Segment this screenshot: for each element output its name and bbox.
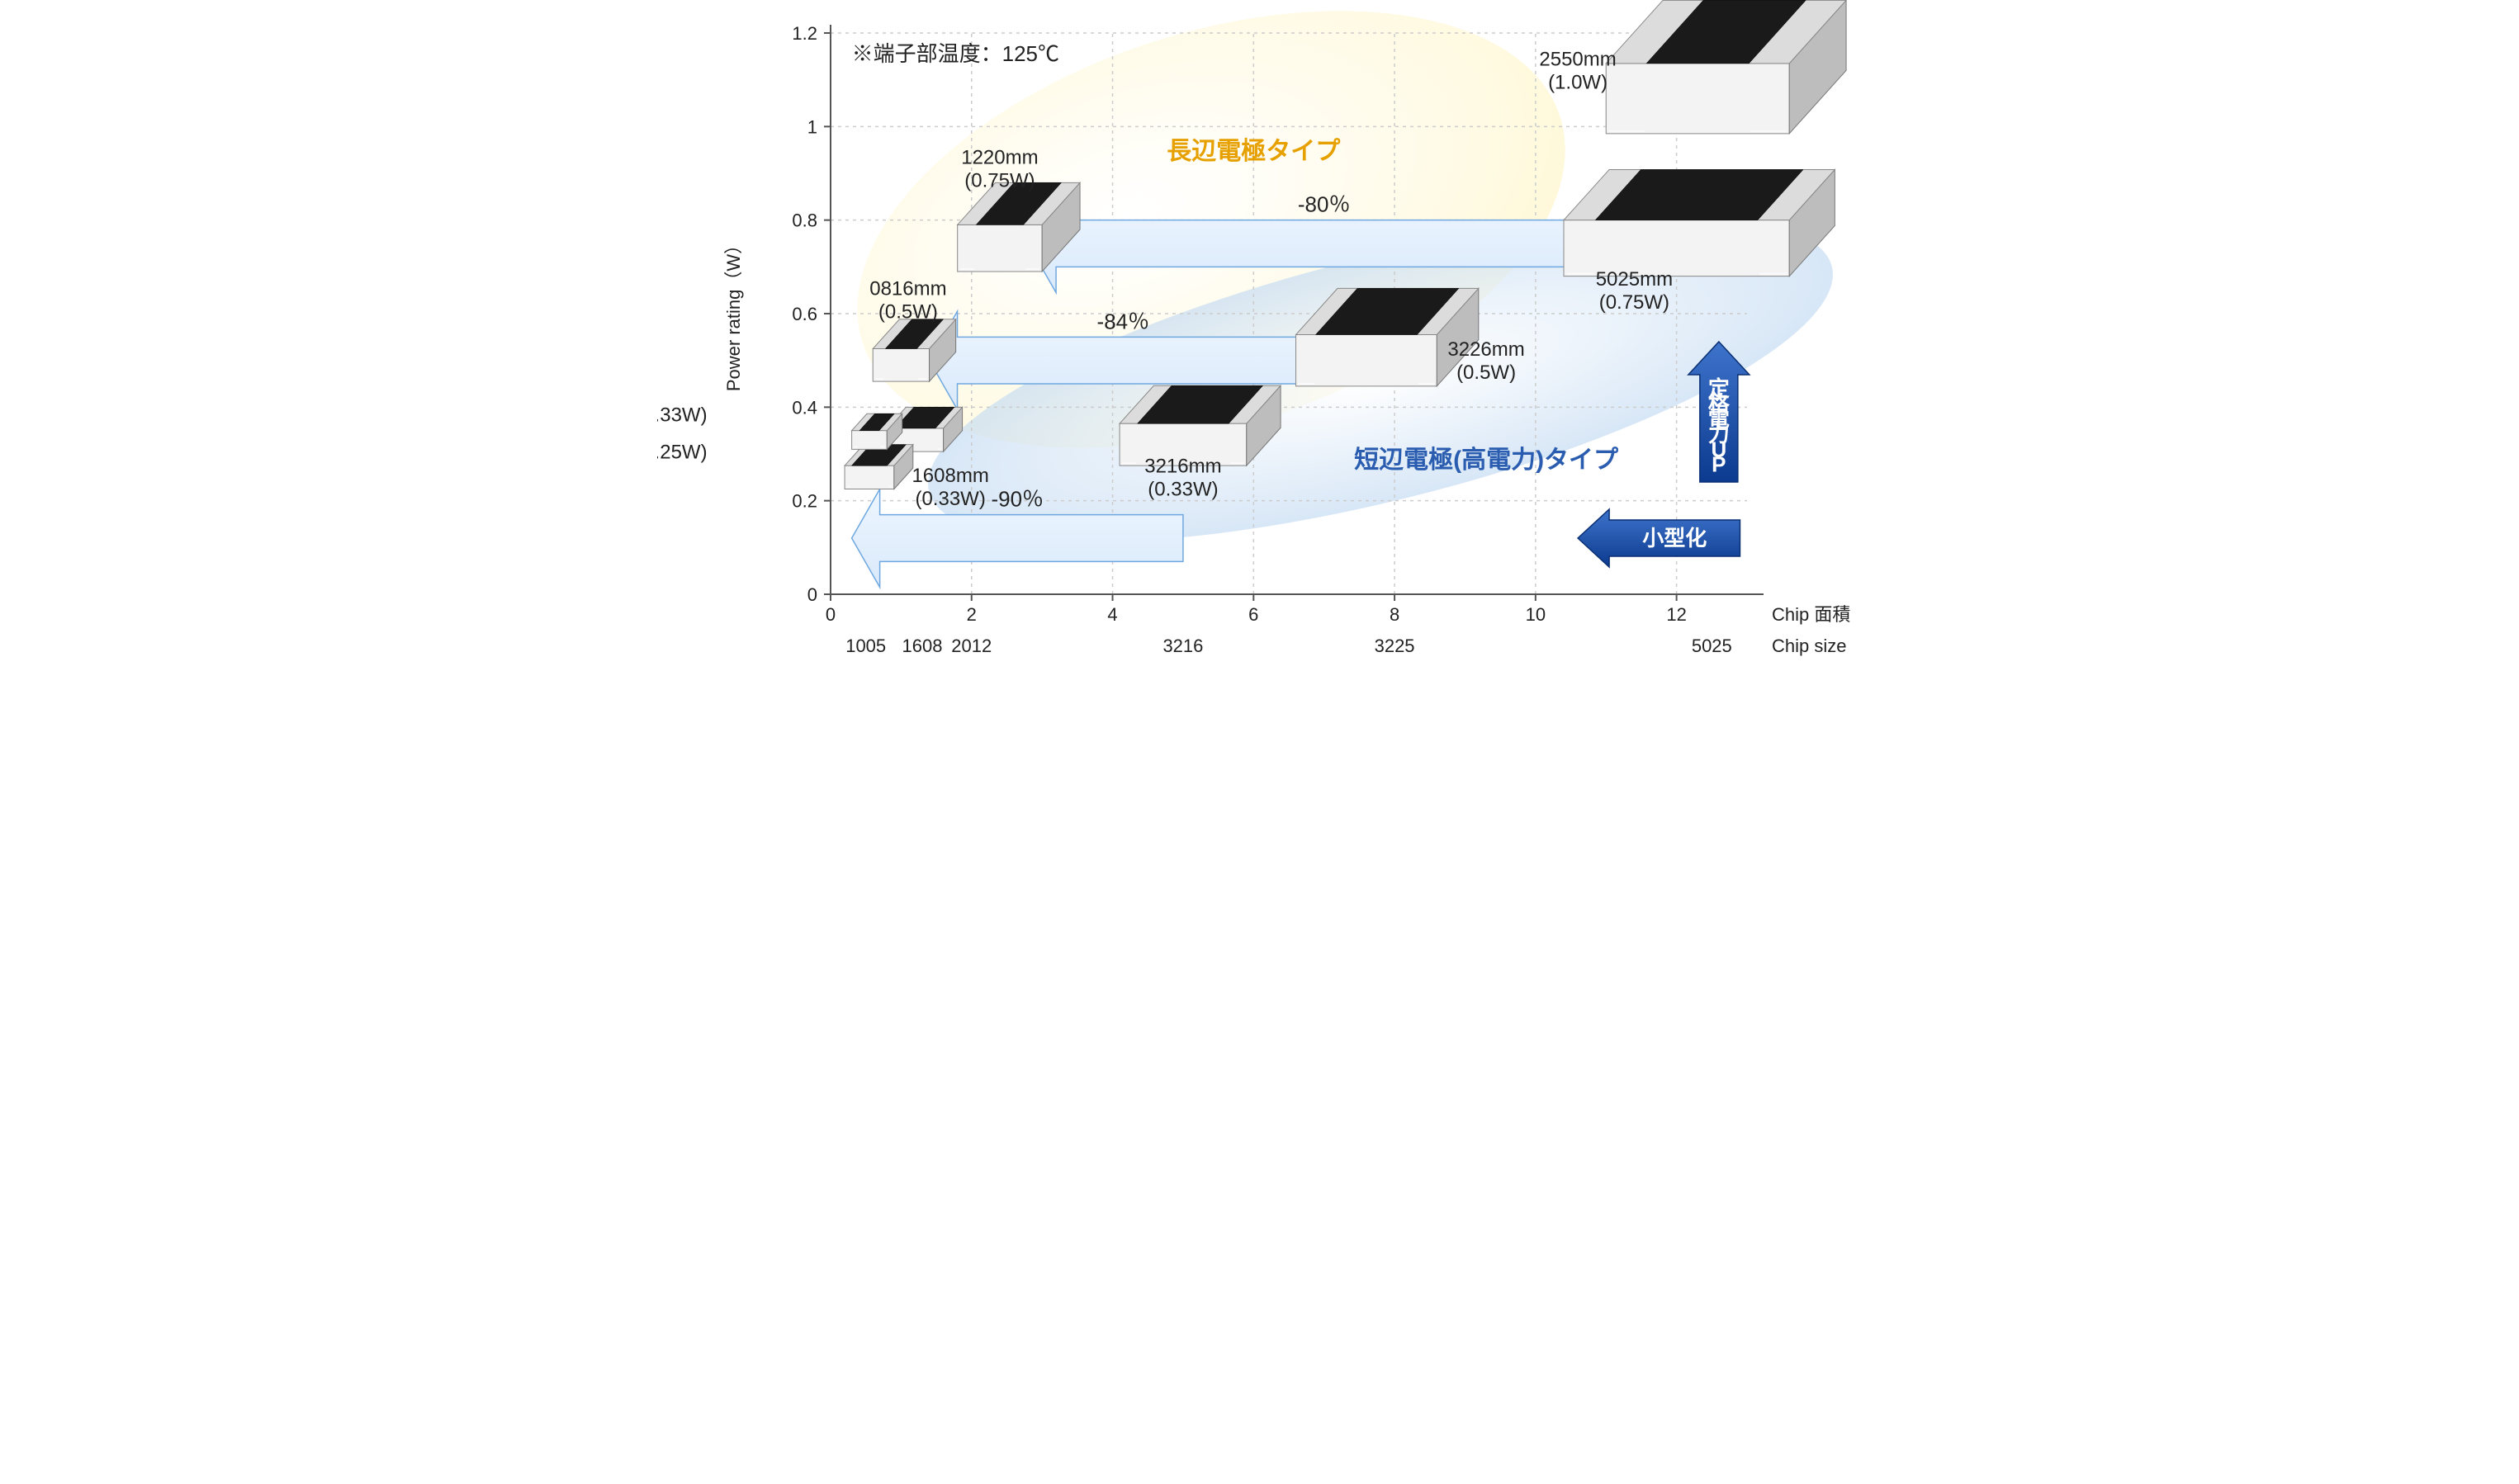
chip-1005-label1: 1005mm(0.25W)	[657, 442, 708, 464]
chip-2550: 2550mm(1.0W)	[1539, 0, 1846, 134]
reduction-arrow-label: -80％	[1297, 192, 1350, 217]
chart-svg: -80％ -84％ -90％ 0 2 4 6 8 10 12 0 0.2 0.4 0.6 0.8 1 1.2 Po…	[657, 0, 1863, 710]
x-tick-label: 12	[1666, 604, 1686, 625]
x-tick-label: 8	[1389, 604, 1399, 625]
chip-1608-label1: 1608mm	[911, 465, 988, 487]
x-axis-label-area: Chip 面積 （mm²）	[1772, 604, 1863, 625]
chart-container: -80％ -84％ -90％ 0 2 4 6 8 10 12 0 0.2 0.4 0.6 0.8 1 1.2 Po…	[657, 0, 1863, 710]
chip-0816-label2: (0.5W)	[878, 300, 937, 323]
y-tick-label: 0.4	[792, 397, 817, 418]
y-tick-label: 0.8	[792, 210, 817, 231]
chip-2550-label1: 2550mm	[1539, 49, 1616, 71]
reduction-arrow-label: -90％	[991, 487, 1044, 512]
y-tick-label: 0.2	[792, 491, 817, 512]
x-size-label: 2012	[951, 636, 992, 656]
chip-3226-label2: (0.5W)	[1456, 362, 1516, 384]
chip-5025-label1: 5025mm	[1595, 268, 1672, 291]
y-tick-label: 1.2	[792, 23, 817, 44]
x-tick-label: 2	[966, 604, 976, 625]
chip-3216-label1: 3216mm	[1144, 456, 1221, 478]
chip-1608-label2: (0.33W)	[915, 488, 985, 510]
y-tick-label: 1	[807, 116, 817, 137]
chip-5025-label2: (0.75W)	[1598, 291, 1669, 314]
x-size-label: 1608	[902, 636, 942, 656]
chip-1220-label2: (0.75W)	[964, 170, 1035, 192]
short-electrode-title: 短辺電極(高電力)タイプ	[1354, 447, 1619, 474]
chip-3226-label1: 3226mm	[1447, 338, 1524, 361]
x-axis-label-size: Chip size （mm）	[1772, 636, 1863, 656]
temperature-note: ※端子部温度：125℃	[851, 41, 1058, 66]
x-tick-label: 0	[825, 604, 835, 625]
long-electrode-title: 長辺電極タイプ	[1167, 138, 1341, 165]
y-axis-title: Power rating（W）	[723, 236, 744, 391]
miniaturize-label: 小型化	[1642, 526, 1707, 551]
chip-0510-label1: 0510mm(0.33W)	[657, 404, 708, 426]
y-tick-label: 0	[807, 584, 817, 605]
chip-0816-label1: 0816mm	[869, 277, 946, 300]
x-size-label: 3225	[1374, 636, 1414, 656]
chip-3216-label2: (0.33W)	[1148, 479, 1218, 501]
x-size-label: 5025	[1691, 636, 1731, 656]
power-up-label: P	[1712, 452, 1726, 477]
x-size-label: 3216	[1162, 636, 1203, 656]
reduction-arrow-label: -84％	[1096, 309, 1149, 333]
x-tick-label: 4	[1107, 604, 1117, 625]
x-tick-label: 6	[1248, 604, 1258, 625]
chip-2550-label2: (1.0W)	[1548, 72, 1608, 94]
x-size-label: 1005	[845, 636, 886, 656]
chip-1220-label1: 1220mm	[961, 147, 1038, 169]
x-tick-label: 10	[1525, 604, 1545, 625]
y-tick-label: 0.6	[792, 304, 817, 324]
